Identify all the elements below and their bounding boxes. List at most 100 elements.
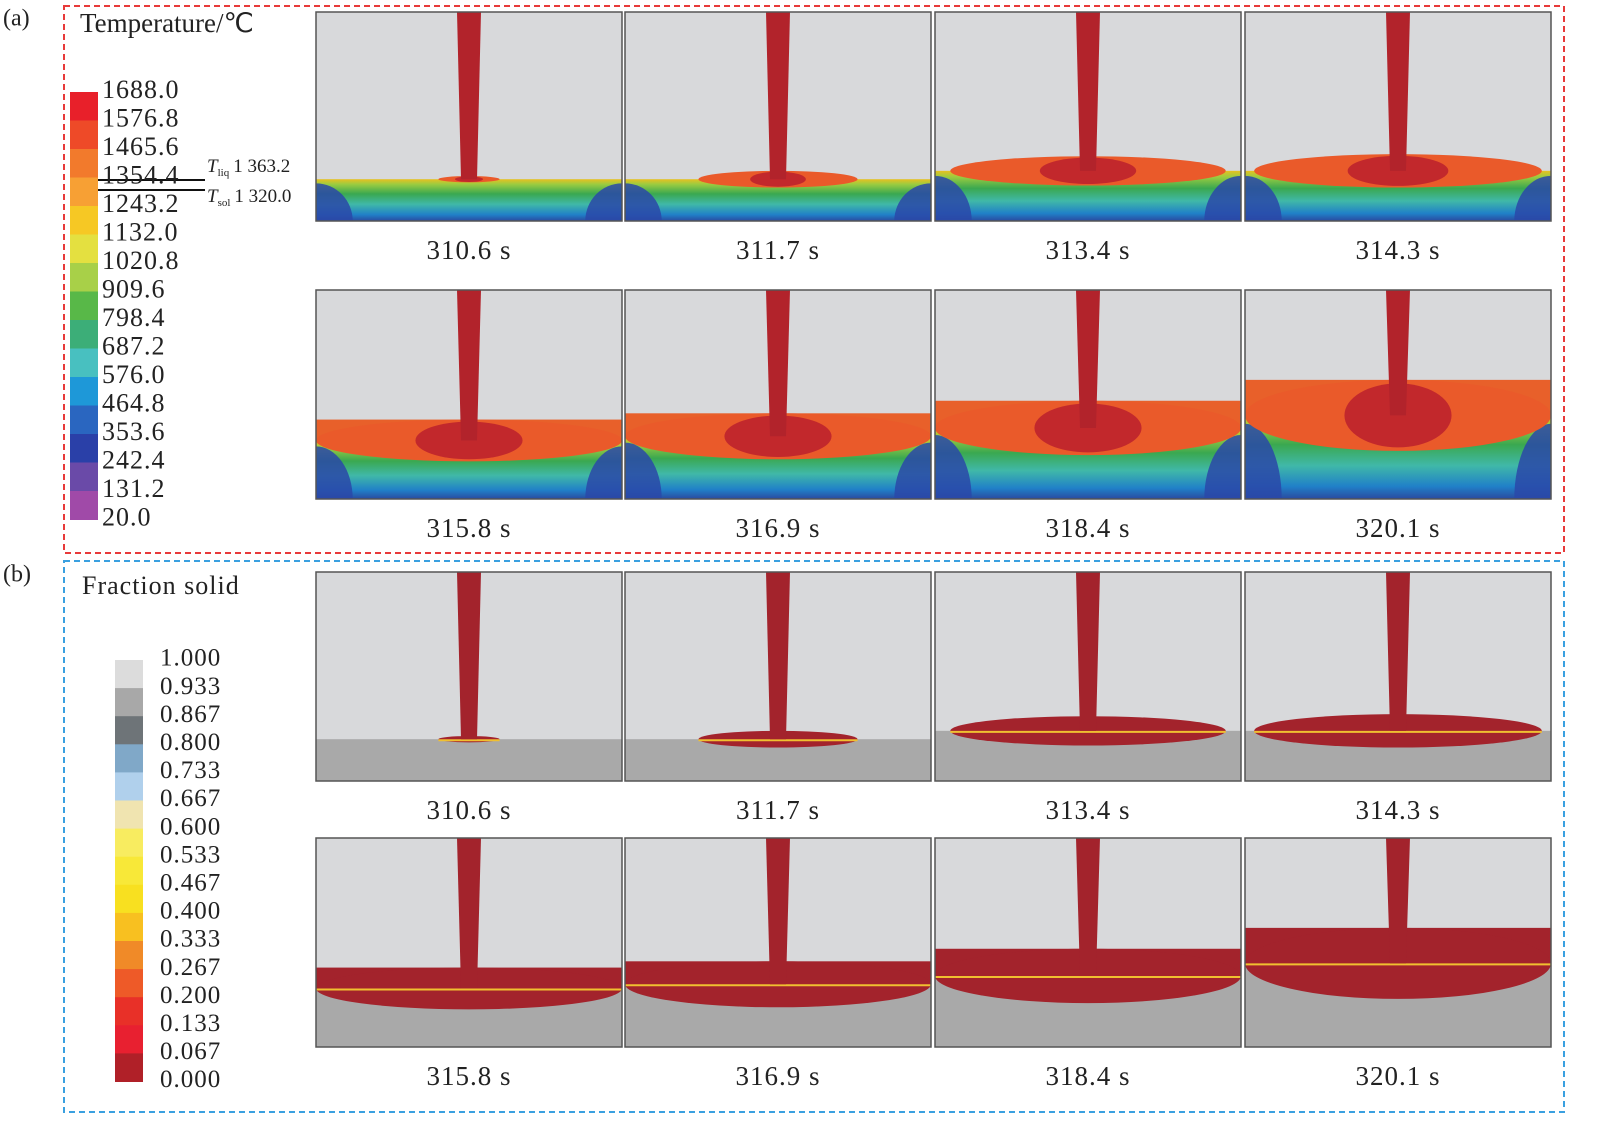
simulation-frame	[1245, 572, 1551, 781]
stream	[457, 572, 481, 740]
frame-border	[315, 11, 623, 222]
frame-caption: 316.9 s	[735, 513, 820, 543]
frame-caption: 318.4 s	[1045, 513, 1130, 543]
liquidus-label: Tliq 1 363.2	[207, 156, 290, 178]
panel-label: (a)	[3, 6, 30, 32]
simulation-frame	[316, 572, 622, 781]
substrate	[316, 739, 622, 781]
legend-label: 0.600	[160, 813, 221, 840]
legend-title: Fraction solid	[82, 571, 240, 600]
simulation-frame	[935, 290, 1241, 499]
frame-caption: 310.6 s	[426, 235, 511, 265]
legend-label: 1354.4	[102, 160, 180, 189]
frame-border	[934, 837, 1242, 1048]
stream	[1076, 290, 1100, 428]
cold-corner	[625, 442, 662, 499]
legend-swatch	[70, 234, 98, 264]
frame-caption: 311.7 s	[736, 235, 820, 265]
legend-swatch	[115, 856, 143, 886]
value: 1 320.0	[234, 186, 291, 207]
frame-border	[1244, 289, 1552, 500]
simulation-frame	[1245, 838, 1551, 1047]
stream	[1076, 838, 1100, 976]
legend-swatch	[115, 1025, 143, 1054]
legend-label: 1576.8	[102, 103, 180, 132]
legend-label: 20.0	[102, 502, 152, 531]
panel-b-frame	[63, 560, 1565, 1113]
legend-swatch	[115, 884, 143, 914]
frame-border	[315, 837, 623, 1048]
cold-corner	[1245, 423, 1282, 499]
frame-caption: 315.8 s	[426, 1061, 511, 1091]
legend-label: 909.6	[102, 274, 166, 303]
frame-caption: 316.9 s	[735, 1061, 820, 1091]
legend-swatch	[70, 377, 98, 406]
cold-corner	[316, 446, 353, 499]
frame-border	[315, 571, 623, 782]
frame-caption: 315.8 s	[426, 513, 511, 543]
cold-corner	[935, 435, 972, 499]
legend-label: 1132.0	[102, 217, 179, 246]
cold-corner	[585, 446, 622, 499]
stream	[766, 572, 790, 740]
legend-swatch	[70, 320, 98, 349]
simulation-frame	[935, 572, 1241, 781]
stream	[766, 290, 790, 437]
panel-a-frame	[63, 5, 1565, 554]
frame-border	[624, 289, 932, 500]
legend-label: 0.867	[160, 701, 221, 728]
frame-caption: 314.3 s	[1355, 235, 1440, 265]
legend-label: 464.8	[102, 388, 166, 417]
frame-border	[624, 837, 932, 1048]
legend-label: 0.200	[160, 982, 221, 1009]
cold-corner	[625, 183, 662, 221]
stream	[1076, 12, 1100, 171]
legend-swatch	[115, 828, 143, 858]
legend-label: 0.800	[160, 729, 221, 756]
cold-corner	[1245, 175, 1282, 221]
frame-border	[624, 11, 932, 222]
legend-label: 0.133	[160, 1010, 221, 1037]
frame-border	[1244, 837, 1552, 1048]
value: 1 363.2	[233, 156, 290, 177]
frame-caption: 320.1 s	[1355, 1061, 1440, 1091]
simulation-frame	[625, 838, 931, 1047]
simulation-frame	[316, 290, 622, 499]
stream	[1076, 572, 1100, 731]
frame-caption: 310.6 s	[426, 795, 511, 825]
stream	[766, 12, 790, 180]
legend-swatch	[70, 434, 98, 463]
frame-border	[315, 289, 623, 500]
melt-core	[1344, 383, 1452, 448]
simulation-frame	[625, 290, 931, 499]
stream	[1386, 838, 1410, 964]
subscript: liq	[218, 167, 230, 179]
cold-corner	[1204, 175, 1241, 221]
legend-label: 0.333	[160, 926, 221, 953]
legend-label: 353.6	[102, 417, 166, 446]
legend-swatch	[115, 688, 143, 717]
legend-swatch	[70, 291, 98, 321]
frame-caption: 314.3 s	[1355, 795, 1440, 825]
simulation-frame	[935, 838, 1241, 1047]
frame-border	[624, 571, 932, 782]
legend-swatch	[70, 120, 98, 150]
frame-border	[1244, 571, 1552, 782]
legend-swatch	[70, 206, 98, 235]
legend-label: 1243.2	[102, 189, 180, 218]
simulation-frame	[625, 572, 931, 781]
cold-corner	[935, 175, 972, 221]
cold-corner	[316, 183, 353, 221]
legend-swatch	[115, 997, 143, 1026]
subscript: sol	[218, 197, 231, 209]
simulation-frame	[1245, 290, 1551, 499]
simulation-frame	[935, 12, 1241, 221]
legend-label: 687.2	[102, 331, 166, 360]
legend-label: 0.533	[160, 841, 221, 868]
stream	[766, 838, 790, 985]
legend-swatch	[115, 716, 143, 745]
substrate	[316, 179, 622, 221]
simulation-frame	[316, 12, 622, 221]
legend-swatch	[70, 263, 98, 292]
